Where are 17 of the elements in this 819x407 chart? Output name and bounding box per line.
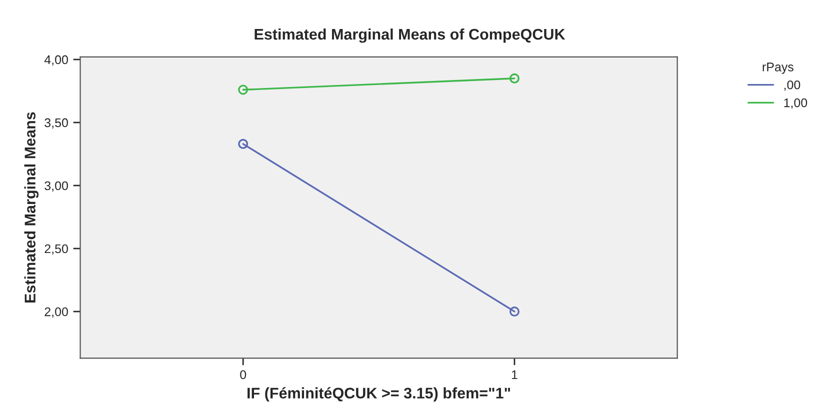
x-axis-title: IF (FéminitéQCUK >= 3.15) bfem="1": [248, 387, 510, 402]
y-tick-label: 2,00: [44, 307, 68, 318]
x-tick-label: 0: [240, 370, 246, 380]
y-tick-label: 4,00: [44, 55, 68, 66]
y-tick-label: 2,50: [44, 244, 68, 255]
legend-label: ,00: [784, 80, 800, 91]
y-axis-title: Estimated Marginal Means: [24, 112, 39, 302]
point: [509, 306, 520, 317]
point: [509, 73, 520, 84]
legend-label: 1,00: [784, 98, 808, 109]
point: [238, 138, 248, 149]
chart-title: Estimated Marginal Means of CompeQCUK: [254, 28, 566, 43]
legend-title: rPays: [762, 62, 794, 74]
y-tick-label: 3,50: [44, 118, 68, 129]
y-tick-label: 3,00: [44, 181, 68, 192]
x-tick-label: 1: [512, 370, 518, 380]
point: [238, 84, 248, 95]
